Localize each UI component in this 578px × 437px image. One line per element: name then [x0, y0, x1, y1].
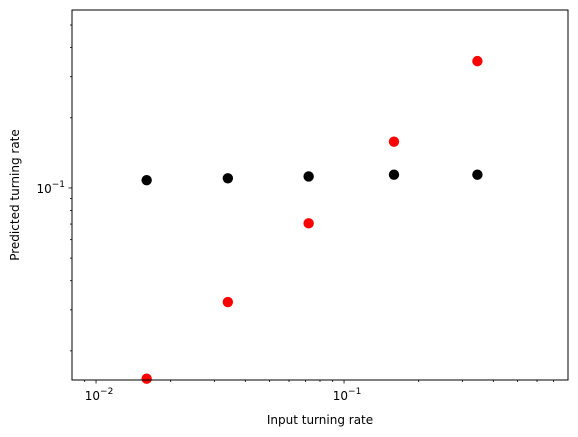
- data-point: [472, 169, 482, 179]
- x-axis-label: Input turning rate: [267, 413, 373, 427]
- data-point: [303, 218, 313, 228]
- data-point: [472, 56, 482, 66]
- data-point: [389, 136, 399, 146]
- axes-background: [72, 10, 568, 380]
- data-point: [223, 297, 233, 307]
- data-point: [223, 173, 233, 183]
- data-point: [141, 175, 151, 185]
- data-point: [141, 373, 151, 383]
- y-axis-label: Predicted turning rate: [8, 129, 22, 261]
- data-point: [389, 169, 399, 179]
- plot-area: [72, 10, 568, 380]
- data-point: [303, 171, 313, 181]
